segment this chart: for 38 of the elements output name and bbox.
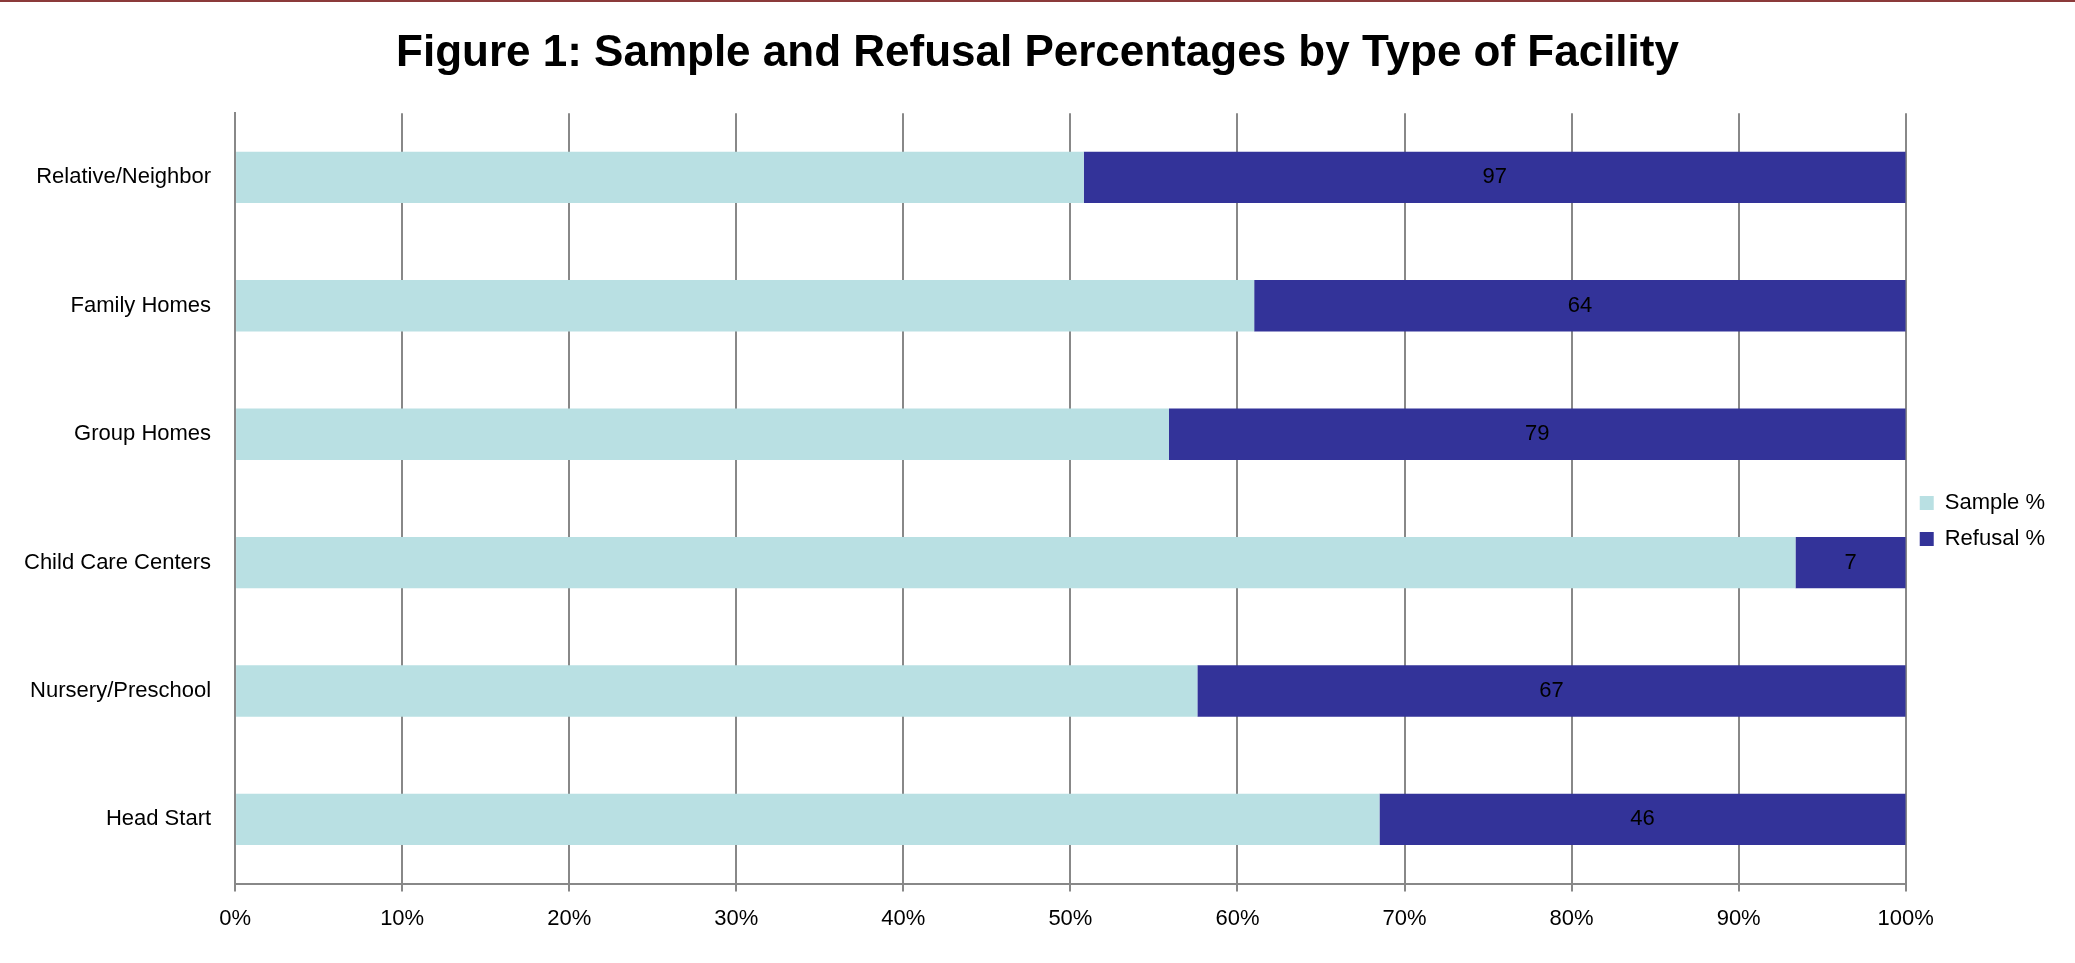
legend-label: Refusal % — [1944, 525, 2046, 551]
bar — [236, 536, 1796, 589]
y-tick-label: Relative/Neighbor — [36, 163, 212, 189]
x-tick-label: 30% — [714, 904, 759, 930]
x-tick-label: 90% — [1716, 904, 1761, 930]
bar — [236, 793, 1380, 846]
legend-label: Sample % — [1944, 489, 2046, 515]
x-tick-label: 50% — [1048, 904, 1093, 930]
bar — [236, 665, 1198, 717]
annotation: 46 — [1630, 805, 1655, 831]
bar — [1083, 151, 1906, 204]
x-tick-label: 60% — [1215, 904, 1260, 930]
bar — [1795, 536, 1906, 589]
bar — [236, 151, 1084, 204]
bar — [236, 280, 1255, 332]
x-tick-label: 70% — [1382, 904, 1427, 930]
bar — [1254, 280, 1906, 332]
x-tick-label: 100% — [1877, 904, 1934, 930]
x-tick-label: 10% — [380, 904, 425, 930]
annotation: 64 — [1567, 291, 1593, 317]
y-tick-label: Child Care Centers — [24, 548, 212, 574]
bar — [236, 408, 1169, 460]
chart-title: Figure 1: Sample and Refusal Percentages by Type of Facility — [395, 26, 1680, 77]
y-tick-label: Family Homes — [70, 291, 212, 317]
annotation: 79 — [1525, 420, 1550, 446]
x-tick-label: 0% — [219, 904, 251, 930]
bar — [1379, 793, 1906, 846]
annotation: 67 — [1539, 677, 1564, 703]
x-tick-label: 80% — [1549, 904, 1594, 930]
bar — [1197, 665, 1906, 717]
annotation: 97 — [1482, 163, 1507, 189]
y-tick-label: Group Homes — [74, 420, 212, 446]
x-tick-label: 40% — [881, 904, 926, 930]
bar — [1168, 408, 1906, 460]
y-tick-label: Nursery/Preschool — [30, 677, 212, 703]
x-tick-label: 20% — [547, 904, 592, 930]
y-tick-label: Head Start — [105, 805, 212, 831]
annotation: 7 — [1844, 548, 1857, 574]
